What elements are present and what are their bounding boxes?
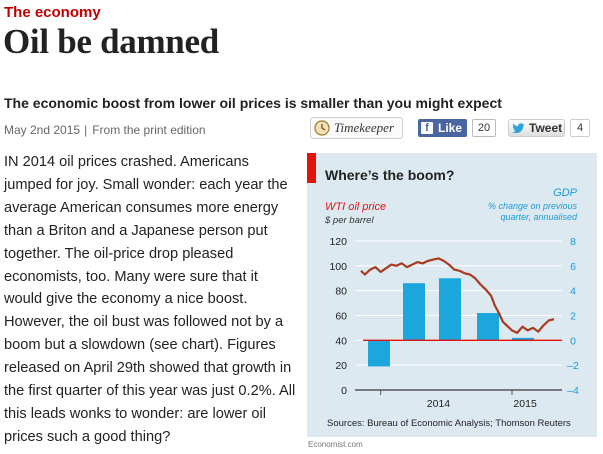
gdp-bar xyxy=(368,340,390,367)
left-tick-label: 20 xyxy=(335,360,347,372)
gdp-bar xyxy=(477,313,499,341)
gdp-bar xyxy=(403,283,425,341)
right-axis-unit: % change on previous quarter, annualised xyxy=(488,201,578,222)
right-axis-unit-line1: % change on previous xyxy=(488,201,578,211)
oil-price-line xyxy=(360,257,555,334)
twitter-bird-icon xyxy=(512,122,525,133)
chart-source: Sources: Bureau of Economic Analysis; Th… xyxy=(327,418,571,429)
right-tick-label: –2 xyxy=(567,360,579,372)
left-tick-label: 80 xyxy=(335,286,347,298)
right-tick-label: 0 xyxy=(570,335,576,347)
chart-title: Where’s the boom? xyxy=(325,167,454,183)
timekeeper-button[interactable]: Timekeeper xyxy=(310,117,403,139)
facebook-like-button[interactable]: f Like xyxy=(418,119,467,137)
timekeeper-label: Timekeeper xyxy=(334,120,394,135)
gdp-bars xyxy=(368,278,534,367)
meta-separator: | xyxy=(84,123,88,137)
right-axis-unit-line2: quarter, annualised xyxy=(500,212,578,222)
left-tick-label: 120 xyxy=(329,236,347,248)
gdp-bar xyxy=(512,337,534,341)
facebook-like-count: 20 xyxy=(472,119,496,137)
headline: Oil be damned xyxy=(3,22,219,61)
credit-label: Economist.com xyxy=(308,440,363,449)
left-tick-label: 100 xyxy=(329,261,347,273)
clock-icon xyxy=(314,120,330,136)
left-tick-label: 60 xyxy=(335,311,347,323)
tweet-count: 4 xyxy=(570,119,590,137)
rubric: The economic boost from lower oil prices… xyxy=(4,95,502,111)
gdp-bar xyxy=(439,278,461,341)
left-tick-label: 0 xyxy=(341,385,347,397)
right-tick-label: 4 xyxy=(570,286,576,298)
x-tick-label: 2015 xyxy=(513,398,537,410)
article-body: IN 2014 oil prices crashed. Americans ju… xyxy=(4,154,296,445)
right-axis-label: GDP xyxy=(553,187,578,199)
tweet-label: Tweet xyxy=(529,121,563,135)
facebook-icon: f xyxy=(421,122,433,134)
x-tick-label: 2014 xyxy=(427,398,451,410)
chart: 0 20 40 60 80 100 120 –4 –2 0 2 4 6 8 2014 2015 Where’s… xyxy=(324,167,579,429)
oil-price-series xyxy=(360,257,555,334)
publish-date: May 2nd 2015 xyxy=(4,123,81,137)
tweet-button[interactable]: Tweet xyxy=(508,119,565,137)
edition-link[interactable]: From the print edition xyxy=(92,123,206,137)
section-label[interactable]: The economy xyxy=(4,4,101,21)
axis-ticks: 0 20 40 60 80 100 120 –4 –2 0 2 4 6 8 2014 2015 xyxy=(329,236,579,410)
article-meta: May 2nd 2015 | From the print edition xyxy=(4,123,206,137)
left-axis-label: WTI oil price xyxy=(325,201,386,213)
right-tick-label: 2 xyxy=(570,311,576,323)
left-tick-label: 40 xyxy=(335,335,347,347)
facebook-like-label: Like xyxy=(438,121,463,135)
right-tick-label: 8 xyxy=(570,236,576,248)
right-tick-label: –4 xyxy=(567,385,579,397)
right-tick-label: 6 xyxy=(570,261,576,273)
chart-red-tag xyxy=(307,153,316,183)
left-axis-unit: $ per barrel xyxy=(324,215,374,226)
